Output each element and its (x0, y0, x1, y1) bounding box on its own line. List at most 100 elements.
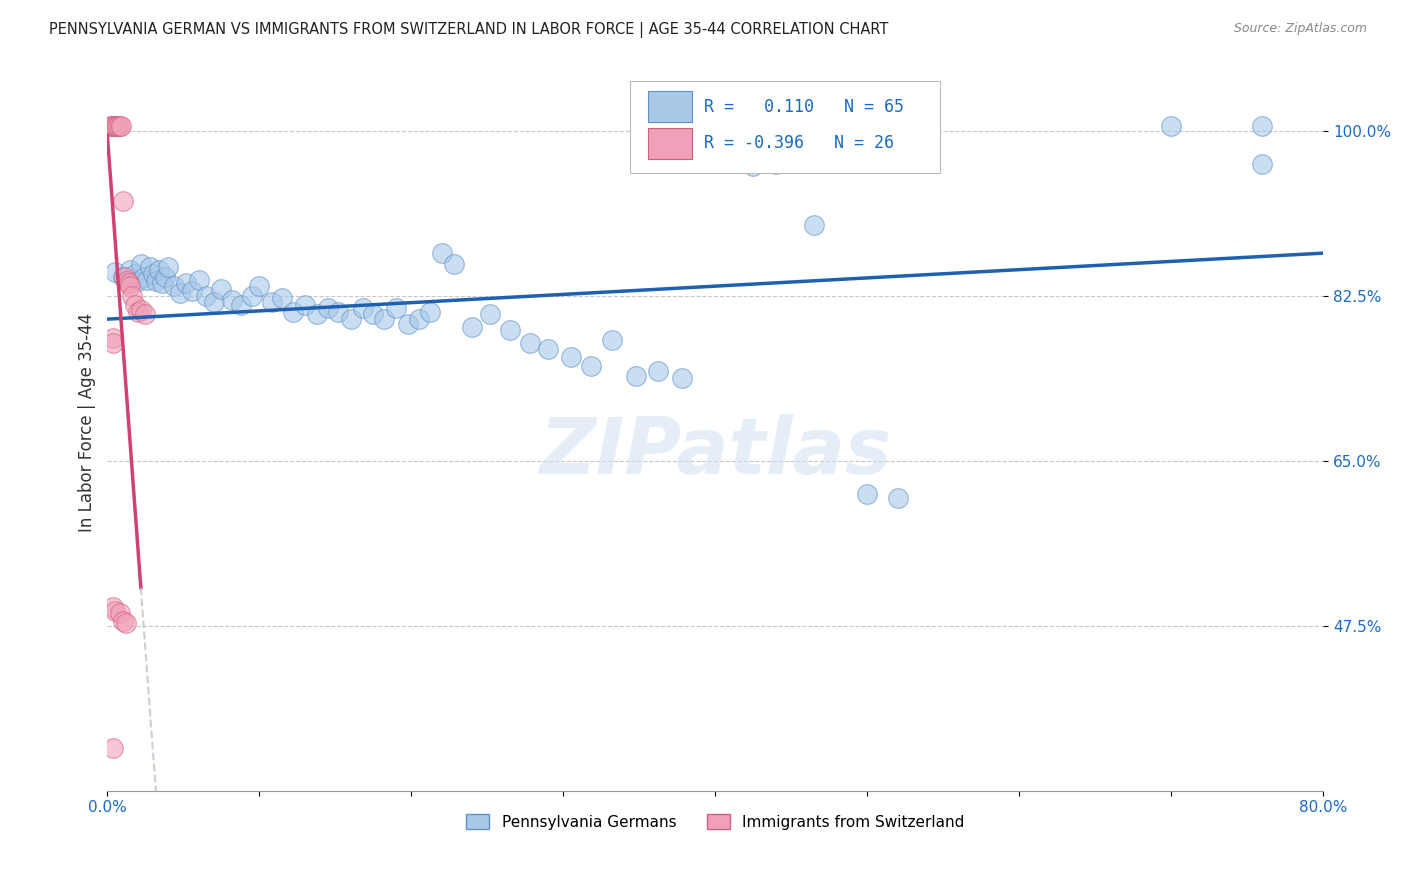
Point (103, 119, 125, 133)
Point (163, 279, 186, 293)
Point (671, 370, 693, 384)
Point (129, 257, 152, 271)
Point (135, 272, 157, 286)
Point (115, 275, 138, 289)
Point (519, 335, 541, 350)
Point (419, 304, 441, 318)
Point (247, 279, 270, 293)
Text: R =   0.110   N = 65: R = 0.110 N = 65 (704, 97, 904, 116)
Point (560, 350, 582, 364)
Point (430, 246, 453, 260)
Point (150, 277, 173, 291)
Legend: Pennsylvania Germans, Immigrants from Switzerland: Pennsylvania Germans, Immigrants from Sw… (460, 807, 970, 836)
Point (142, 267, 165, 281)
Point (169, 285, 191, 300)
Point (153, 269, 176, 284)
Point (396, 317, 419, 331)
Point (104, 119, 127, 133)
Text: Source: ZipAtlas.com: Source: ZipAtlas.com (1233, 22, 1367, 36)
FancyBboxPatch shape (648, 128, 692, 159)
Point (626, 368, 648, 383)
Point (132, 269, 155, 284)
Point (443, 257, 465, 271)
Point (886, 491, 908, 506)
Point (129, 302, 152, 317)
Point (111, 194, 134, 209)
Point (124, 267, 146, 281)
Point (271, 292, 294, 306)
Point (127, 275, 149, 289)
Point (373, 312, 395, 326)
Y-axis label: In Labor Force | Age 35-44: In Labor Force | Age 35-44 (79, 313, 96, 533)
Point (103, 335, 125, 350)
Point (328, 304, 350, 318)
Point (112, 269, 135, 284)
Point (103, 599, 125, 614)
Point (195, 288, 218, 302)
Point (696, 152, 718, 166)
Point (720, 153, 742, 168)
Point (127, 304, 149, 318)
Point (101, 119, 124, 133)
Point (385, 301, 408, 315)
Point (121, 288, 143, 302)
Point (187, 272, 209, 286)
Point (765, 156, 787, 170)
Point (104, 119, 127, 133)
Point (120, 263, 142, 277)
Point (209, 282, 232, 296)
Point (537, 343, 560, 357)
Point (124, 298, 146, 312)
Point (110, 119, 132, 133)
Point (461, 319, 484, 334)
Point (647, 364, 669, 378)
Point (339, 312, 361, 326)
Point (148, 263, 170, 277)
Point (363, 308, 385, 322)
Point (294, 298, 316, 312)
Point (579, 359, 602, 374)
Point (104, 265, 127, 279)
Point (118, 277, 141, 291)
FancyBboxPatch shape (630, 81, 941, 173)
Point (1251, 119, 1274, 133)
Point (134, 308, 156, 322)
Point (107, 119, 129, 133)
Point (145, 275, 167, 289)
Point (260, 295, 283, 310)
Point (408, 312, 430, 326)
FancyBboxPatch shape (648, 91, 692, 122)
Point (103, 741, 125, 756)
Point (240, 288, 263, 302)
Point (803, 218, 825, 232)
Point (352, 301, 374, 315)
Point (181, 284, 204, 298)
Point (108, 607, 131, 621)
Point (742, 160, 765, 174)
Point (111, 269, 134, 284)
Point (103, 331, 125, 345)
Point (111, 614, 134, 628)
Point (108, 119, 131, 133)
Point (307, 308, 329, 322)
Point (120, 279, 142, 293)
Point (281, 304, 304, 318)
Point (139, 260, 162, 275)
Point (316, 301, 339, 315)
Point (1160, 119, 1182, 133)
Text: PENNSYLVANIA GERMAN VS IMMIGRANTS FROM SWITZERLAND IN LABOR FORCE | AGE 35-44 CO: PENNSYLVANIA GERMAN VS IMMIGRANTS FROM S… (49, 22, 889, 38)
Point (221, 293, 243, 308)
Point (176, 277, 198, 291)
Point (856, 486, 879, 500)
Text: R = -0.396   N = 26: R = -0.396 N = 26 (704, 135, 894, 153)
Point (114, 615, 136, 630)
Point (202, 295, 225, 310)
Point (100, 119, 122, 133)
Point (1251, 156, 1274, 170)
Point (499, 323, 522, 337)
Point (104, 604, 127, 618)
Point (105, 119, 128, 133)
Point (157, 260, 180, 275)
Text: ZIPatlas: ZIPatlas (540, 414, 891, 491)
Point (479, 308, 502, 322)
